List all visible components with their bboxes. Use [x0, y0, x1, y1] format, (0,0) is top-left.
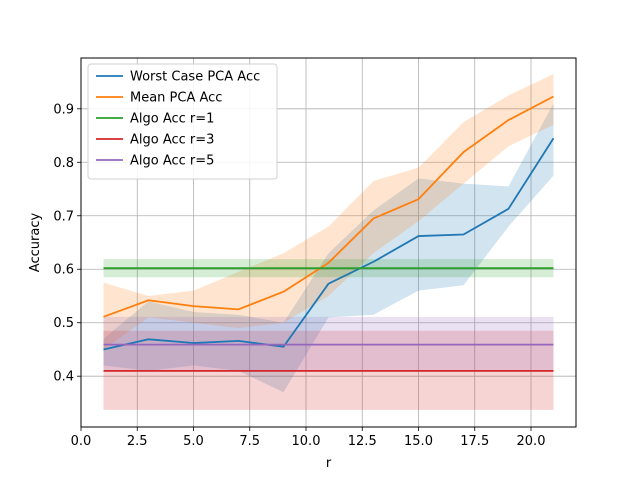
confidence-bands	[103, 74, 554, 410]
y-tick-label: 0.9	[53, 102, 74, 117]
band-series-1	[103, 74, 554, 350]
legend-label: Algo Acc r=3	[130, 133, 214, 148]
x-tick-label: 15.0	[404, 434, 433, 449]
plot-frame	[80, 57, 577, 428]
x-tick-label: 5.0	[183, 434, 204, 449]
legend-label: Algo Acc r=5	[130, 154, 214, 169]
x-tick-label: 7.5	[239, 434, 260, 449]
legend: Worst Case PCA Acc Mean PCA Acc Algo Acc r…	[87, 63, 278, 180]
legend-label: Worst Case PCA Acc	[130, 70, 260, 85]
y-axis-label: Accuracy	[28, 213, 43, 273]
x-tick-label: 20.0	[517, 434, 546, 449]
line-series-0	[103, 137, 555, 351]
legend-box	[87, 63, 278, 180]
x-tick-label: 12.5	[348, 434, 377, 449]
x-tick-label: 2.5	[127, 434, 148, 449]
x-tick-label: 0.0	[71, 434, 92, 449]
series-lines	[103, 95, 555, 372]
y-tick-label: 0.5	[53, 316, 74, 331]
y-tick-label: 0.6	[53, 263, 74, 278]
x-tick-label: 17.5	[460, 434, 489, 449]
y-tick-label: 0.8	[53, 156, 74, 171]
x-tick-label: 10.0	[292, 434, 321, 449]
gridlines	[80, 58, 576, 427]
legend-label: Algo Acc r=1	[130, 112, 214, 127]
legend-label: Mean PCA Acc	[130, 91, 222, 106]
line-series-1	[103, 95, 554, 318]
axis-ticks: 0.0 2.5 5.0 7.5 10.0 12.5 15.0 17.5 20.0 0.4 0.5 0.…	[53, 102, 545, 449]
y-tick-label: 0.4	[53, 370, 74, 385]
band-series-0	[103, 103, 554, 393]
x-axis-label: r	[326, 456, 332, 471]
y-tick-label: 0.7	[53, 209, 74, 224]
